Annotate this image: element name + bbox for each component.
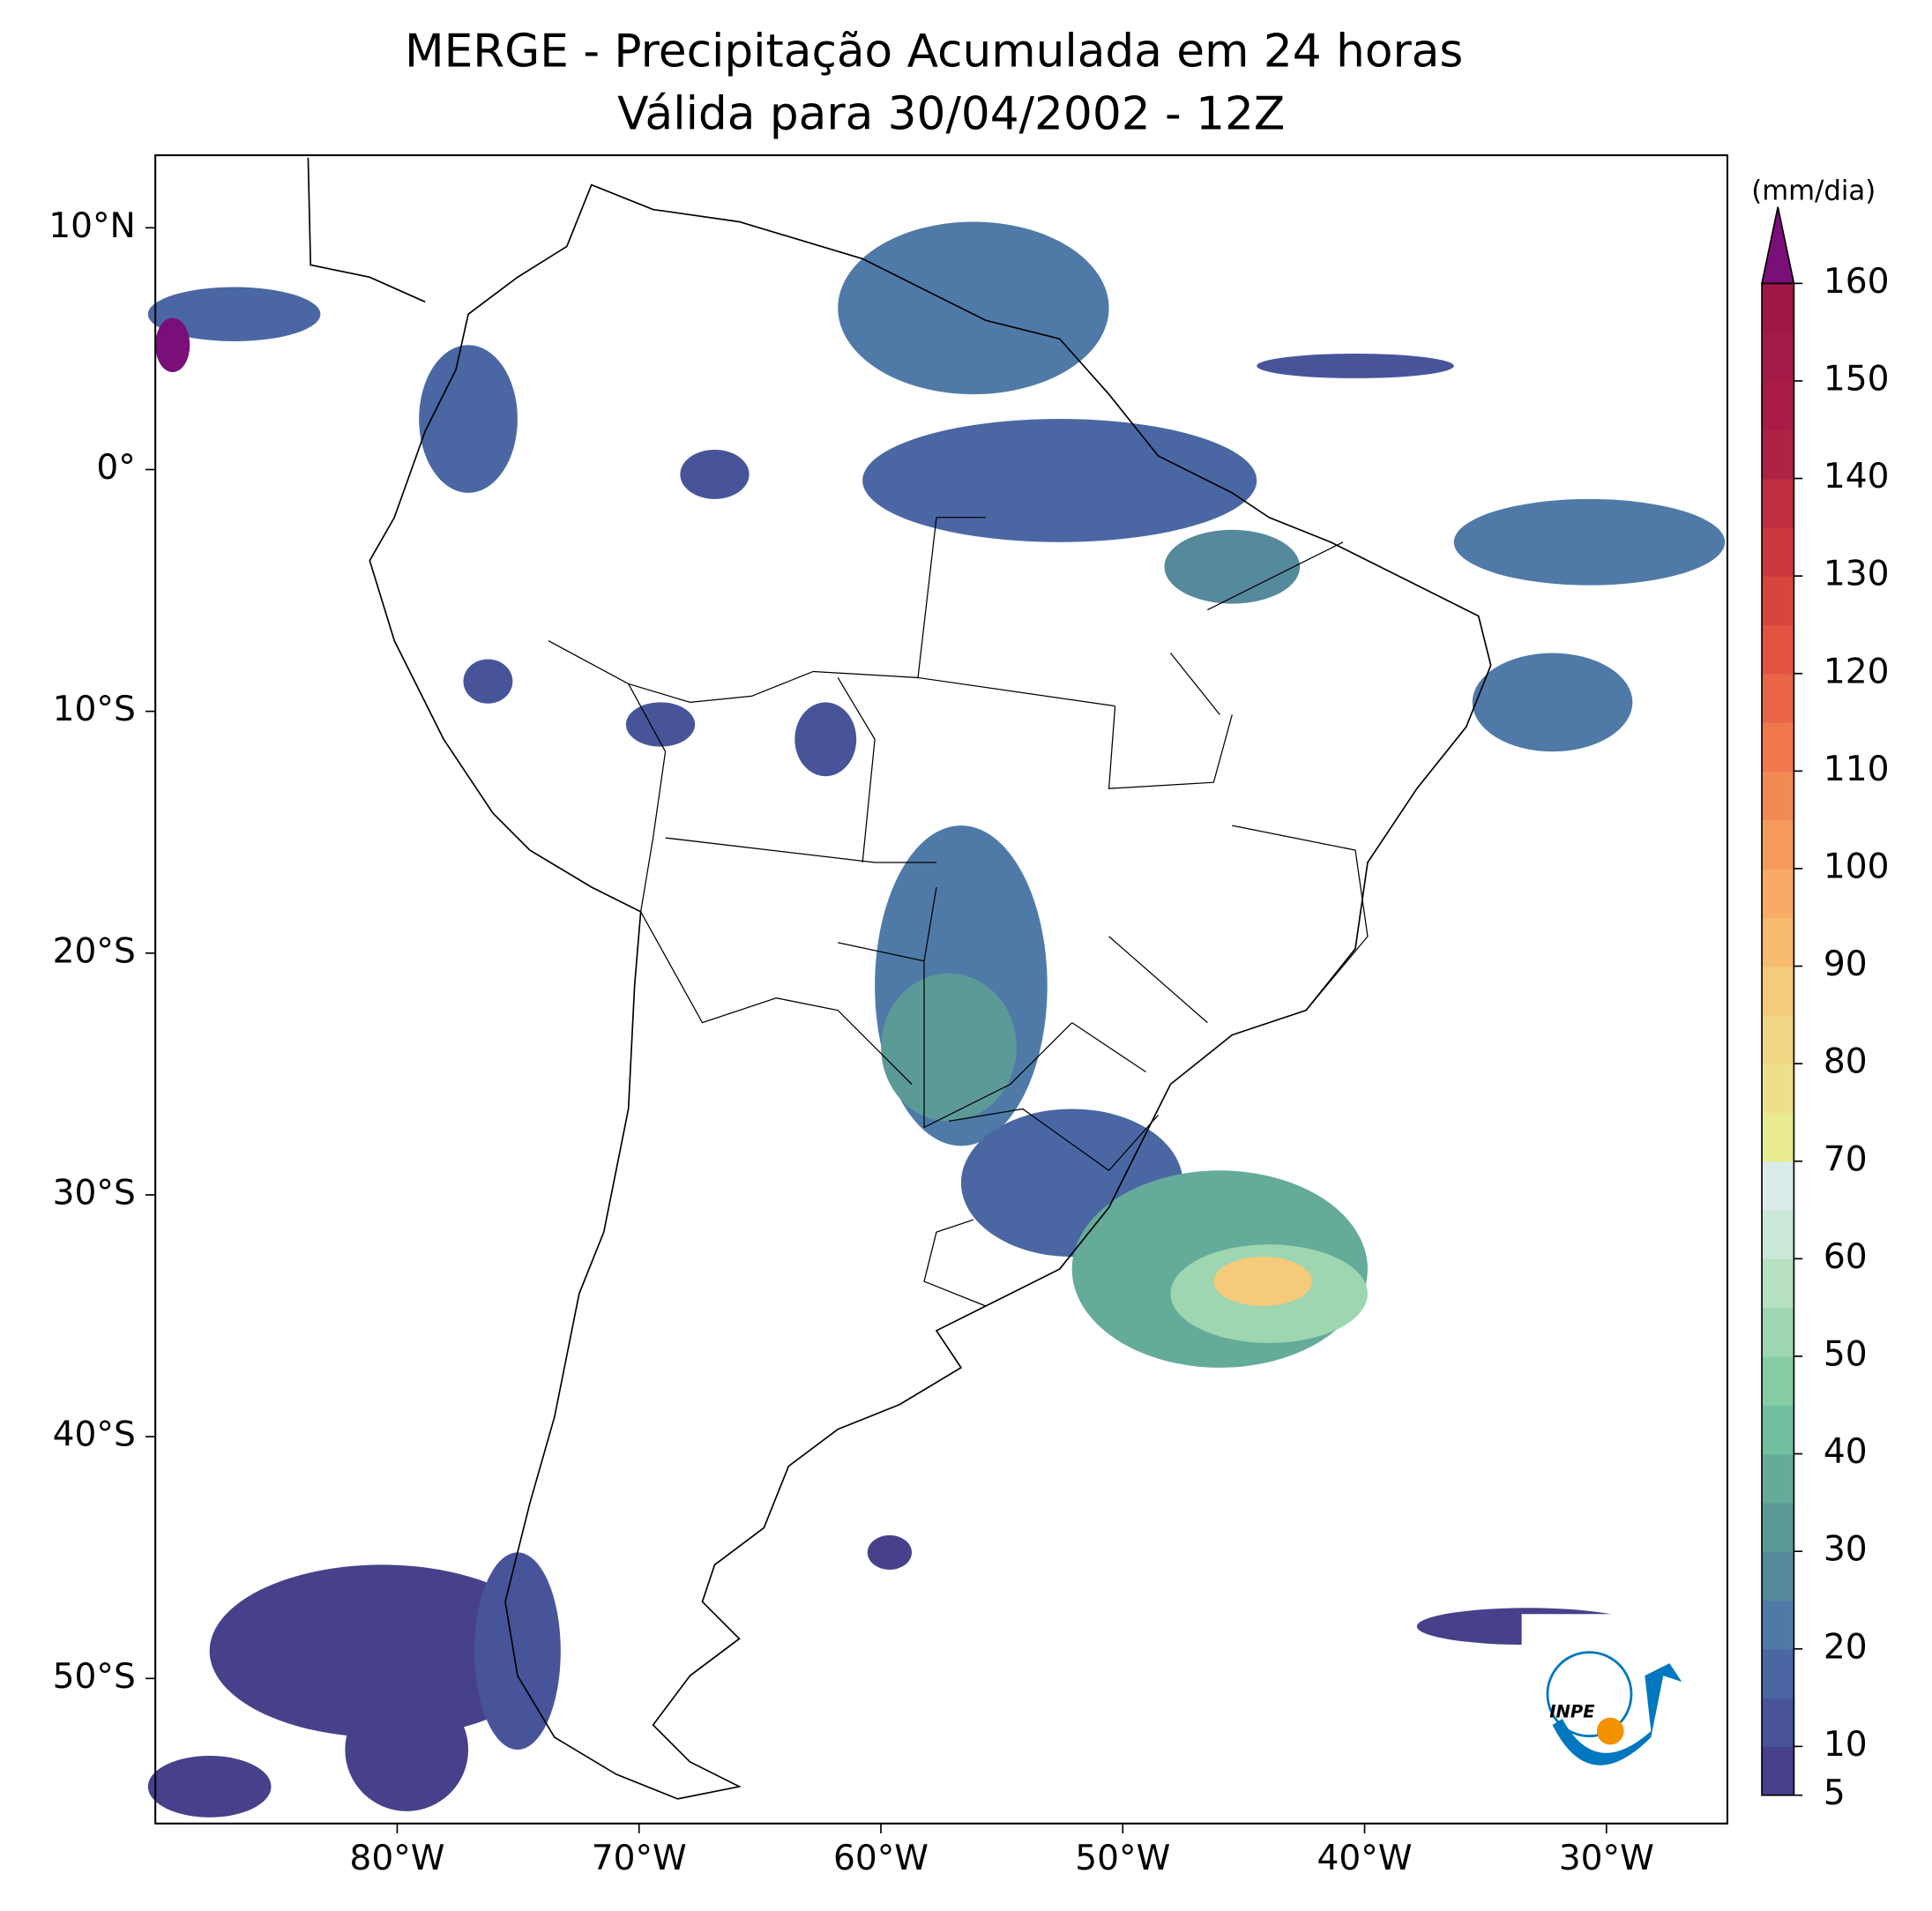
- colorbar-tick-label: 120: [1824, 652, 1890, 691]
- colorbar-band: [1762, 1307, 1794, 1357]
- rain-area: [474, 1552, 561, 1750]
- colorbar-band: [1762, 1502, 1794, 1552]
- rain-area: [881, 973, 1017, 1122]
- rain-area: [1472, 653, 1633, 752]
- colorbar-tick-label: 20: [1824, 1627, 1868, 1667]
- colorbar-band: [1762, 1258, 1794, 1309]
- colorbar-tick-label: 90: [1824, 944, 1868, 984]
- colorbar-band: [1762, 1014, 1794, 1064]
- rain-area: [1453, 498, 1726, 586]
- colorbar-band: [1762, 1355, 1794, 1406]
- rain-area: [147, 1755, 272, 1818]
- precipitation: [147, 221, 1726, 1818]
- country-border: [548, 517, 1369, 1307]
- x-tick-label: 60°W: [833, 1839, 929, 1878]
- logo-dot: [1596, 1717, 1624, 1745]
- title-line: MERGE - Precipitação Acumulada em 24 hor…: [405, 25, 1463, 78]
- colorbar-band: [1762, 380, 1794, 430]
- rain-area: [345, 1688, 469, 1811]
- rain-area: [838, 221, 1109, 395]
- colorbar-band: [1762, 1746, 1794, 1796]
- rain-area: [155, 317, 190, 372]
- central-america: [307, 157, 426, 303]
- colorbar-band: [1762, 1698, 1794, 1748]
- coastline: [307, 157, 1492, 1800]
- colorbar-band: [1762, 819, 1794, 870]
- colorbar-tick-label: 40: [1824, 1432, 1868, 1472]
- colorbar-band: [1762, 1551, 1794, 1601]
- colorbar-tick-label: 100: [1824, 847, 1890, 886]
- x-tick-label: 50°W: [1075, 1839, 1170, 1878]
- rain-area: [147, 287, 321, 342]
- rain-area: [680, 449, 750, 499]
- logo-box: [1521, 1614, 1709, 1799]
- colorbar-band: [1762, 429, 1794, 480]
- colorbar-band: [1762, 332, 1794, 382]
- colorbar-band: [1762, 722, 1794, 773]
- logo-arrow: [1552, 1663, 1682, 1765]
- colorbar-tick-label: 130: [1824, 555, 1890, 594]
- colorbar-frame: [1761, 282, 1795, 1796]
- colorbar-band: [1762, 283, 1794, 333]
- colorbar-band: [1762, 478, 1794, 528]
- colorbar-label: (mm/dia): [1751, 175, 1876, 206]
- y-tick-label: 20°S: [53, 931, 136, 971]
- colorbar-tick-label: 50: [1824, 1334, 1868, 1374]
- rain-area: [794, 702, 857, 777]
- colorbar-tick-label: 5: [1824, 1773, 1846, 1813]
- colorbar-band: [1762, 624, 1794, 675]
- colorbar-band: [1762, 1600, 1794, 1650]
- colorbar-band: [1762, 576, 1794, 626]
- colorbar-band: [1762, 526, 1794, 577]
- logo-orbit: [1546, 1651, 1633, 1737]
- rain-area: [1213, 1257, 1313, 1306]
- logo-text: INPE: [1549, 1702, 1595, 1722]
- rain-area: [625, 702, 696, 747]
- map-frame: [154, 153, 1728, 1825]
- colorbar-tick-label: 160: [1824, 262, 1890, 302]
- rain-area: [867, 1534, 913, 1570]
- x-tick-label: 30°W: [1559, 1839, 1654, 1878]
- colorbar-band: [1762, 917, 1794, 967]
- colorbar-tick-label: 140: [1824, 457, 1890, 496]
- rain-area: [419, 345, 518, 493]
- colorbar-band: [1762, 966, 1794, 1016]
- rain-area: [1164, 529, 1301, 604]
- continent-outline: [369, 183, 1492, 1800]
- y-tick-label: 0°: [96, 448, 135, 488]
- x-tick-label: 40°W: [1317, 1839, 1413, 1878]
- colorbar-tick-label: 80: [1824, 1042, 1868, 1082]
- colorbar-band: [1762, 1161, 1794, 1211]
- colorbar-band: [1762, 1648, 1794, 1698]
- colorbar-band: [1762, 1210, 1794, 1260]
- y-tick-label: 50°S: [53, 1657, 136, 1697]
- rain-area: [463, 659, 513, 704]
- colorbar-band: [1762, 1453, 1794, 1504]
- y-tick-label: 40°S: [53, 1415, 136, 1455]
- x-tick-label: 80°W: [349, 1839, 444, 1878]
- title-line: Válida para 30/04/2002 - 12Z: [617, 88, 1285, 141]
- colorbar-tick-label: 110: [1824, 750, 1890, 789]
- colorbar-tick-label: 60: [1824, 1237, 1868, 1277]
- colorbar-band: [1762, 673, 1794, 723]
- colorbar-tick-label: 150: [1824, 359, 1890, 399]
- colorbar-band: [1762, 771, 1794, 821]
- y-tick-label: 10°N: [48, 206, 136, 246]
- colorbar-tick-label: 10: [1824, 1725, 1868, 1765]
- colorbar-band: [1762, 1112, 1794, 1162]
- colorbar-band: [1762, 868, 1794, 918]
- colorbar-tick-label: 70: [1824, 1139, 1868, 1179]
- y-tick-label: 10°S: [53, 690, 136, 729]
- rain-area: [209, 1564, 555, 1737]
- colorbar-band: [1762, 1405, 1794, 1455]
- x-tick-label: 70°W: [592, 1839, 687, 1878]
- y-tick-label: 30°S: [53, 1173, 136, 1213]
- rain-area: [1257, 353, 1454, 378]
- colorbar-band: [1762, 1064, 1794, 1114]
- colorbar-tick-label: 30: [1824, 1530, 1868, 1570]
- rain-area: [862, 419, 1257, 542]
